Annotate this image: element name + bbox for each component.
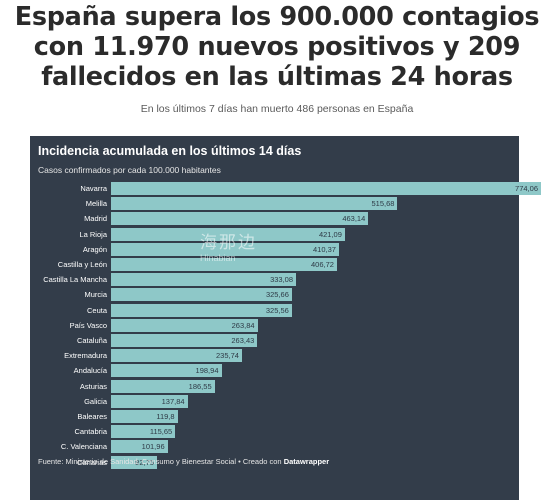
bar-row: Andalucía 198,94 <box>30 364 519 379</box>
category-label: Murcia <box>84 290 107 300</box>
bar: 410,37 <box>111 242 339 256</box>
category-label: Castilla y León <box>57 260 107 269</box>
bar: 421,09 <box>111 227 345 241</box>
footer-brand-link[interactable]: Datawrapper <box>283 457 330 466</box>
chart-panel: Incidencia acumulada en los últimos 14 d… <box>30 136 541 500</box>
category-label: Canarias <box>76 457 107 467</box>
bar-row: Baleares 119,8 <box>30 410 519 425</box>
value-label: 774,06 <box>515 184 538 193</box>
bar-row: Melilla 515,68 <box>30 197 519 212</box>
bar: 115,65 <box>111 425 176 439</box>
category-label: Madrid <box>84 214 107 224</box>
bar-row: Madrid 463,14 <box>30 212 519 227</box>
chart-title: Incidencia acumulada en los últimos 14 d… <box>38 144 302 158</box>
bar-row: Cantabria 115,65 <box>30 425 519 440</box>
category-label: C. Valenciana <box>60 442 107 452</box>
headline: España supera los 900.000 contagios con … <box>0 2 554 92</box>
category-label: Navarra <box>80 184 107 193</box>
bar-row: Ceuta 325,56 <box>30 303 519 319</box>
bar: 263,43 <box>111 334 258 347</box>
bar: 774,06 <box>111 182 541 195</box>
watermark-cn: 海那边 <box>200 233 257 252</box>
category-label: Melilla <box>85 199 107 209</box>
headline-line-2: con 11.970 nuevos positivos y 209 <box>33 32 521 62</box>
watermark-en: Hinabian <box>200 253 236 263</box>
headline-line-3: fallecidos en las últimas 24 horas <box>41 62 513 92</box>
bar-row: La Rioja 421,09 <box>30 227 519 243</box>
category-label: La Rioja <box>79 229 107 239</box>
bar: 263,84 <box>111 318 258 332</box>
bar: 333,08 <box>111 273 297 287</box>
bar: 186,55 <box>111 379 215 393</box>
bar-row: Extremadura 235,74 <box>30 349 519 364</box>
value-label: 119,8 <box>156 412 175 421</box>
bar-row: Cataluña 263,43 <box>30 334 519 349</box>
bar-row: Aragón 410,37 <box>30 242 519 258</box>
bar: 119,8 <box>111 410 178 423</box>
chart-subtitle: Casos confirmados por cada 100.000 habit… <box>38 165 221 175</box>
bar: 101,96 <box>111 440 168 454</box>
headline-line-1: España supera los 900.000 contagios <box>14 2 540 32</box>
value-label: 410,37 <box>313 244 336 254</box>
category-label: Galicia <box>84 396 107 406</box>
value-label: 186,55 <box>188 381 212 391</box>
bar: 406,72 <box>111 258 337 271</box>
bar-row: País Vasco 263,84 <box>30 318 519 334</box>
bar-row: Canarias 82,75 <box>30 455 519 471</box>
bar: 198,94 <box>111 364 222 378</box>
bar: 515,68 <box>111 197 398 211</box>
bar: 235,74 <box>111 349 242 363</box>
category-label: Cataluña <box>76 336 107 345</box>
bar-row: Castilla y León 406,72 <box>30 258 519 273</box>
bar-row: Asturias 186,55 <box>30 379 519 395</box>
value-label: 515,68 <box>371 199 395 209</box>
footer-source: Fuente: Ministerio de Sanidad, Consumo y… <box>38 457 284 466</box>
value-label: 263,84 <box>231 320 255 330</box>
value-label: 137,84 <box>161 396 185 406</box>
bar-row: C. Valenciana 101,96 <box>30 440 519 455</box>
value-label: 406,72 <box>310 260 334 269</box>
value-label: 198,94 <box>195 366 219 376</box>
bar-row: Murcia 325,66 <box>30 288 519 303</box>
value-label: 463,14 <box>342 214 366 224</box>
bar-row: Castilla La Mancha 333,08 <box>30 273 519 288</box>
category-label: Asturias <box>79 381 107 391</box>
category-label: Andalucía <box>73 366 107 376</box>
bar: 325,56 <box>111 303 292 317</box>
category-label: Ceuta <box>86 305 107 315</box>
category-label: Castilla La Mancha <box>43 275 107 285</box>
value-label: 115,65 <box>149 427 173 437</box>
category-label: Baleares <box>77 412 107 421</box>
bar: 137,84 <box>111 394 188 408</box>
category-label: Extremadura <box>64 351 107 361</box>
bar: 82,75 <box>111 455 157 469</box>
article-subtitle: En los últimos 7 días han muerto 486 per… <box>140 103 414 115</box>
bar: 325,66 <box>111 288 292 302</box>
chart-footer: Fuente: Ministerio de Sanidad, Consumo y… <box>38 457 329 466</box>
bar: 463,14 <box>111 212 369 226</box>
watermark: 海那边 Hinabian <box>200 228 257 263</box>
category-label: Cantabria <box>74 427 107 437</box>
bar-row: Galicia 137,84 <box>30 394 519 410</box>
value-label: 101,96 <box>141 442 165 452</box>
value-label: 235,74 <box>216 351 239 361</box>
bar-row: Navarra 774,06 <box>30 182 541 197</box>
value-label: 421,09 <box>318 229 342 239</box>
value-label: 325,66 <box>265 290 289 300</box>
category-label: Aragón <box>82 244 107 254</box>
value-label: 325,56 <box>265 305 289 315</box>
category-label: País Vasco <box>69 320 107 330</box>
value-label: 263,43 <box>231 336 255 345</box>
value-label: 333,08 <box>270 275 294 285</box>
value-label: 82,75 <box>135 457 154 467</box>
